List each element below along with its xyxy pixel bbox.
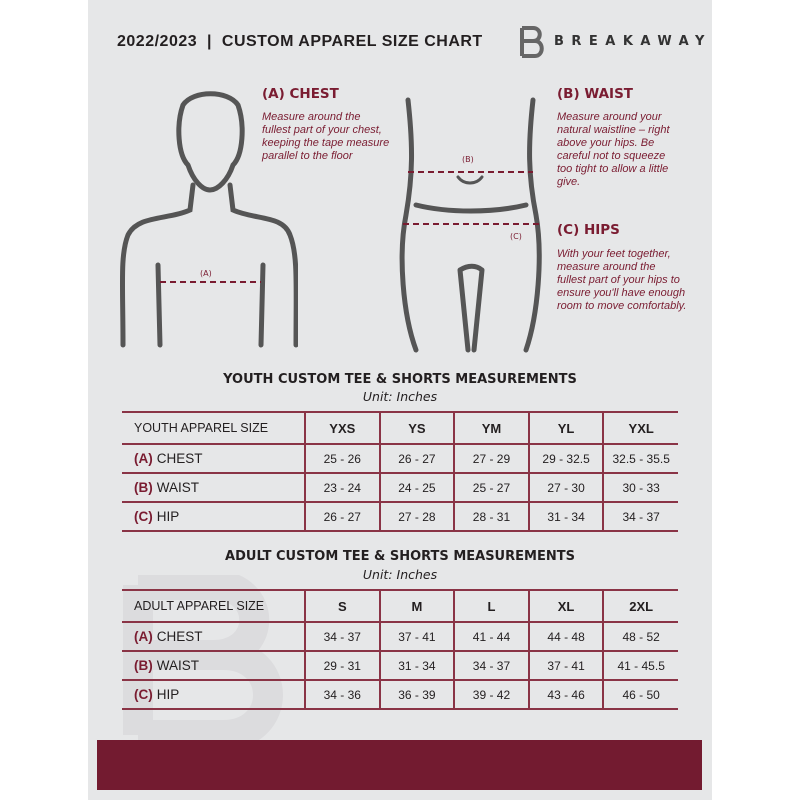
- table-row: (B) WAIST 23 - 24 24 - 25 25 - 27 27 - 30 30 -…: [122, 473, 678, 503]
- size-chart-page: 2022/2023 | CUSTOM APPAREL SIZE CHART BR…: [88, 0, 712, 800]
- cell: 26 - 27: [378, 444, 455, 474]
- header-cell: YOUTH APPAREL SIZE: [122, 411, 305, 445]
- adult-unit: Unit: Inches: [362, 567, 438, 582]
- table-row: (A) CHEST 34 - 37 37 - 41 41 - 44 44 - 48 48 -…: [122, 622, 678, 652]
- youth-size-table: YOUTH APPAREL SIZE YXS YS YM YL YXL (A) C…: [122, 411, 678, 532]
- adult-section-title: ADULT CUSTOM TEE & SHORTS MEASUREMENTS: [225, 549, 575, 564]
- cell: 25 - 27: [453, 473, 529, 503]
- cell: 31 - 34: [378, 651, 455, 681]
- waist-heading: (B) WAIST: [557, 86, 634, 102]
- breakaway-logo-icon: [520, 26, 544, 58]
- cell: 39 - 42: [453, 680, 529, 710]
- cell: 34 - 36: [304, 680, 380, 710]
- header-cell: ADULT APPAREL SIZE: [122, 589, 305, 623]
- cell: 28 - 31: [453, 502, 529, 532]
- cell: 37 - 41: [527, 651, 604, 681]
- hips-description: With your feet together, measure around …: [557, 248, 687, 312]
- cell: 27 - 30: [527, 473, 604, 503]
- row-label: (A) CHEST: [122, 622, 305, 652]
- cell: 41 - 44: [453, 622, 529, 652]
- brand-name: BREAKAWAY: [554, 34, 712, 49]
- page-title: 2022/2023 | CUSTOM APPAREL SIZE CHART: [117, 33, 483, 50]
- cell: 41 - 45.5: [602, 651, 678, 681]
- cell: 29 - 31: [304, 651, 380, 681]
- row-label: (B) WAIST: [122, 473, 305, 503]
- cell: 36 - 39: [378, 680, 455, 710]
- table-row: (C) HIP 34 - 36 36 - 39 39 - 42 43 - 46 46 - 5…: [122, 680, 678, 710]
- row-label: (C) HIP: [122, 680, 305, 710]
- cell: 44 - 48: [527, 622, 604, 652]
- cell: 27 - 28: [378, 502, 455, 532]
- header-cell: YXS: [304, 411, 380, 445]
- chest-figure-illustration: (A): [119, 91, 298, 348]
- cell: 27 - 29: [453, 444, 529, 474]
- hips-marker: (C): [510, 232, 522, 241]
- cell: 46 - 50: [602, 680, 678, 710]
- cell: 25 - 26: [304, 444, 380, 474]
- table-header-row: YOUTH APPAREL SIZE YXS YS YM YL YXL: [122, 411, 678, 445]
- row-label: (A) CHEST: [122, 444, 305, 474]
- header-cell: M: [378, 589, 455, 623]
- table-row: (B) WAIST 29 - 31 31 - 34 34 - 37 37 - 41 41 -…: [122, 651, 678, 681]
- cell: 31 - 34: [527, 502, 604, 532]
- row-label: (C) HIP: [122, 502, 305, 532]
- header-cell: YM: [453, 411, 529, 445]
- table-row: (C) HIP 26 - 27 27 - 28 28 - 31 31 - 34 34 - 3…: [122, 502, 678, 532]
- header-cell: S: [304, 589, 380, 623]
- cell: 34 - 37: [602, 502, 678, 532]
- cell: 37 - 41: [378, 622, 455, 652]
- youth-unit: Unit: Inches: [362, 389, 438, 404]
- cell: 29 - 32.5: [527, 444, 604, 474]
- waist-hips-figure-illustration: (B) (C): [399, 97, 543, 353]
- cell: 23 - 24: [304, 473, 380, 503]
- header-cell: XL: [527, 589, 604, 623]
- cell: 34 - 37: [453, 651, 529, 681]
- header-cell: YS: [378, 411, 455, 445]
- hips-heading: (C) HIPS: [557, 222, 620, 238]
- table-header-row: ADULT APPAREL SIZE S M L XL 2XL: [122, 589, 678, 623]
- footer-bar: [97, 740, 702, 790]
- waist-marker: (B): [462, 155, 474, 164]
- header-cell: L: [453, 589, 529, 623]
- cell: 26 - 27: [304, 502, 380, 532]
- adult-size-table: ADULT APPAREL SIZE S M L XL 2XL (A) CHEST…: [122, 589, 678, 710]
- cell: 32.5 - 35.5: [602, 444, 678, 474]
- row-label: (B) WAIST: [122, 651, 305, 681]
- header-cell: YL: [527, 411, 604, 445]
- cell: 24 - 25: [378, 473, 455, 503]
- waist-description: Measure around your natural waistline – …: [557, 111, 670, 188]
- chest-marker: (A): [200, 269, 212, 278]
- header-cell: YXL: [602, 411, 678, 445]
- cell: 34 - 37: [304, 622, 380, 652]
- cell: 43 - 46: [527, 680, 604, 710]
- youth-section-title: YOUTH CUSTOM TEE & SHORTS MEASUREMENTS: [223, 372, 577, 387]
- chest-heading: (A) CHEST: [262, 86, 339, 102]
- cell: 30 - 33: [602, 473, 678, 503]
- table-row: (A) CHEST 25 - 26 26 - 27 27 - 29 29 - 32.5 32…: [122, 444, 678, 474]
- header-cell: 2XL: [602, 589, 678, 623]
- cell: 48 - 52: [602, 622, 678, 652]
- chest-description: Measure around the fullest part of your …: [262, 111, 390, 162]
